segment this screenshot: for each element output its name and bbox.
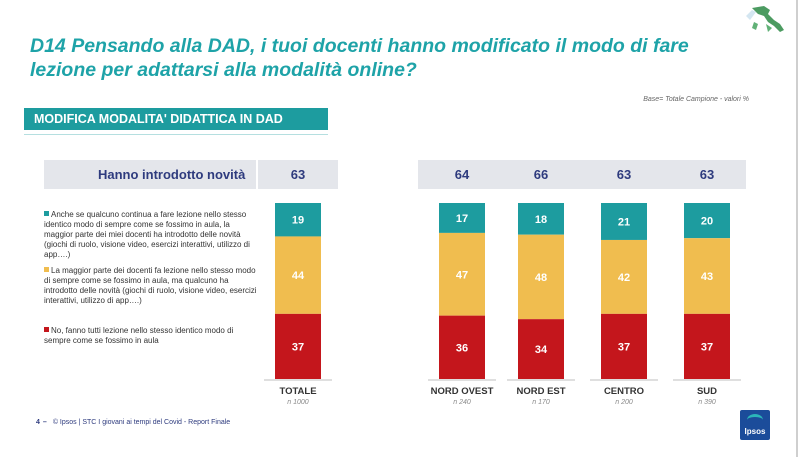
sample-size-centro: n 200 [615, 399, 633, 406]
summary-value-totale: 63 [291, 167, 305, 182]
summary-area-band [418, 160, 746, 189]
summary-total-band [258, 160, 338, 189]
bar-nord-est-series-2 [518, 319, 564, 379]
bar-totale-series-0 [275, 203, 321, 237]
legend-item-teal: Anche se qualcuno continua a fare lezion… [44, 210, 259, 260]
sample-size-sud: n 390 [698, 399, 716, 406]
logo-text: Ipsos [744, 427, 766, 436]
data-label-centro-series-2: 37 [618, 341, 630, 353]
bar-nord-est-series-1 [518, 234, 564, 320]
data-label-nord-ovest-series-0: 17 [456, 213, 468, 225]
sample-size-nord-est: n 170 [532, 399, 550, 406]
data-label-centro-series-0: 21 [618, 216, 630, 228]
legend-item-yellow: La maggior parte dei docenti fa lezione … [44, 266, 259, 306]
data-label-nord-ovest-series-1: 47 [456, 269, 468, 281]
bar-sud-series-1 [684, 238, 730, 314]
summary-value-centro: 63 [617, 167, 631, 182]
legend-swatch-red [44, 327, 49, 332]
sample-size-totale: n 1000 [287, 399, 309, 406]
category-label-sud: SUD [697, 386, 717, 397]
bar-centro-series-0 [601, 203, 647, 240]
legend-item-red: No, fanno tutti lezione nello stesso ide… [44, 326, 259, 346]
data-label-nord-est-series-1: 48 [535, 272, 547, 284]
edge-rule [796, 0, 798, 457]
base-note: Base= Totale Campione - valori % [643, 96, 749, 103]
summary-value-nord-est: 66 [534, 167, 548, 182]
footer-page-number: 4 [36, 419, 40, 426]
data-label-totale-series-2: 37 [292, 341, 304, 353]
legend-text-red: No, fanno tutti lezione nello stesso ide… [44, 326, 234, 345]
data-label-centro-series-1: 42 [618, 272, 630, 284]
bar-sud-series-0 [684, 203, 730, 239]
bar-nord-ovest-series-0 [439, 203, 485, 233]
data-label-nord-est-series-2: 34 [535, 344, 548, 356]
bar-sud-series-2 [684, 313, 730, 379]
bar-totale-series-2 [275, 313, 321, 379]
data-label-totale-series-0: 19 [292, 215, 304, 227]
footer-text: © Ipsos | STC I giovani ai tempi del Cov… [52, 419, 231, 426]
data-label-nord-ovest-series-2: 36 [456, 342, 468, 354]
legend-text-teal: Anche se qualcuno continua a fare lezion… [44, 210, 250, 259]
data-label-sud-series-0: 20 [701, 216, 713, 228]
italy-map-icon [746, 6, 784, 32]
category-label-totale: TOTALE [279, 386, 316, 397]
bar-centro-series-1 [601, 239, 647, 314]
bar-nord-ovest-series-2 [439, 315, 485, 379]
logo-swoosh-icon [747, 414, 763, 426]
summary-value-nord-ovest: 64 [455, 167, 470, 182]
summary-label: Hanno introdotto novità [98, 167, 246, 182]
banner-divider [24, 134, 328, 135]
bar-nord-est-series-0 [518, 203, 564, 235]
summary-value-sud: 63 [700, 167, 714, 182]
summary-label-band [44, 160, 256, 189]
data-label-sud-series-2: 37 [701, 341, 713, 353]
bar-nord-ovest-series-1 [439, 232, 485, 316]
legend-text-yellow: La maggior parte dei docenti fa lezione … [44, 266, 257, 305]
category-label-centro: CENTRO [604, 386, 644, 397]
bar-totale-series-1 [275, 236, 321, 314]
data-label-totale-series-1: 44 [292, 270, 305, 282]
legend-swatch-yellow [44, 267, 49, 272]
legend-swatch-teal [44, 211, 49, 216]
sample-size-nord-ovest: n 240 [453, 399, 471, 406]
page-title: D14 Pensando alla DAD, i tuoi docenti ha… [30, 35, 689, 81]
data-label-nord-est-series-0: 18 [535, 214, 547, 226]
data-label-sud-series-1: 43 [701, 271, 713, 283]
section-banner: MODIFICA MODALITA' DIDATTICA IN DAD [24, 108, 328, 130]
category-label-nord-est: NORD EST [516, 386, 565, 397]
footer-dash: – [42, 419, 47, 426]
ipsos-logo: Ipsos [740, 410, 770, 440]
category-label-nord-ovest: NORD OVEST [431, 386, 494, 397]
footer: 4– © Ipsos | STC I giovani ai tempi del C… [36, 419, 230, 426]
bar-centro-series-2 [601, 313, 647, 379]
